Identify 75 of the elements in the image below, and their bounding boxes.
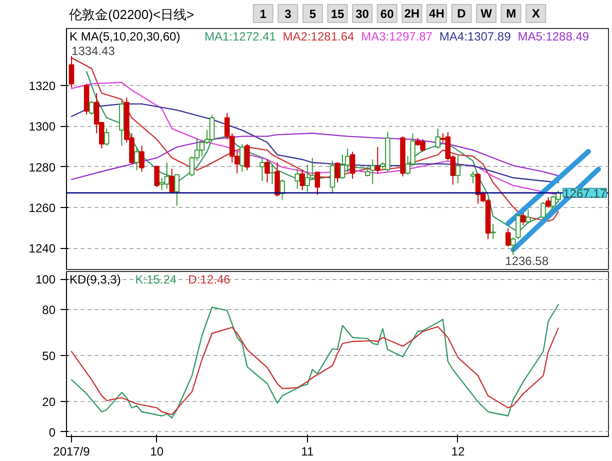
y-tick-label: 20 bbox=[42, 394, 56, 409]
candlestick bbox=[314, 171, 320, 196]
text: D bbox=[457, 6, 466, 20]
line-series bbox=[70, 304, 559, 418]
candlestick bbox=[68, 56, 74, 88]
candlestick bbox=[375, 146, 380, 174]
text: X bbox=[532, 6, 540, 20]
chart-title: 伦敦金(02200)<日线> bbox=[69, 7, 194, 22]
y-tick-label: 100 bbox=[35, 272, 56, 287]
text: D:12.46 bbox=[188, 272, 231, 286]
annotation: 1236.58 bbox=[505, 254, 549, 268]
text: 3 bbox=[284, 7, 292, 21]
ref-line-label: 1267.17 bbox=[563, 186, 607, 200]
text: MA1:1272.41 bbox=[204, 30, 276, 44]
candlestick bbox=[546, 196, 551, 208]
line-series bbox=[70, 326, 559, 416]
x-tick-label: 12 bbox=[451, 444, 465, 458]
candlestick bbox=[139, 145, 144, 172]
y-tick-label: 1260 bbox=[28, 200, 56, 215]
legend-title: K MA(5,10,20,30,60) bbox=[70, 30, 180, 44]
line-series bbox=[70, 103, 559, 184]
candlestick bbox=[270, 163, 275, 185]
y-tick-label: 1280 bbox=[28, 160, 56, 174]
text: MA4:1307.89 bbox=[439, 30, 512, 44]
y-tick-label: 80 bbox=[42, 303, 56, 318]
candlestick bbox=[169, 168, 175, 194]
candlestick bbox=[330, 160, 336, 194]
text: MA3:1297.87 bbox=[361, 30, 433, 44]
x-tick-label: 2017/9 bbox=[53, 444, 90, 458]
candlestick bbox=[490, 223, 496, 240]
candlestick bbox=[350, 151, 356, 180]
candlestick bbox=[300, 170, 306, 191]
y-tick-label: 50 bbox=[42, 349, 56, 364]
candlestick bbox=[294, 168, 300, 190]
text: 4H bbox=[429, 6, 444, 20]
text: 2H bbox=[404, 6, 420, 20]
candlestick bbox=[134, 148, 140, 171]
candlestick bbox=[505, 228, 511, 248]
candlestick bbox=[540, 201, 546, 220]
candlestick bbox=[334, 162, 340, 183]
x-tick-label: 10 bbox=[150, 444, 164, 458]
candlestick bbox=[244, 144, 250, 171]
y-tick-label: 0 bbox=[48, 425, 56, 440]
text: 5 bbox=[309, 7, 316, 21]
candlestick bbox=[435, 128, 441, 150]
y-tick-label: 1320 bbox=[28, 78, 56, 93]
y-tick-label: 1240 bbox=[28, 242, 56, 256]
x-tick-label: 11 bbox=[301, 444, 314, 458]
candlestick bbox=[455, 154, 461, 184]
candlestick bbox=[370, 158, 376, 185]
annotation: 1334.43 bbox=[72, 44, 116, 58]
line-series bbox=[70, 57, 559, 222]
text: 60 bbox=[380, 7, 394, 21]
text: 15 bbox=[330, 7, 344, 21]
candlestick bbox=[520, 212, 526, 226]
candlestick bbox=[364, 166, 370, 177]
text: MA2:1281.64 bbox=[282, 30, 355, 44]
candlestick bbox=[264, 158, 270, 183]
text: K:15.24 bbox=[135, 272, 177, 286]
candlestick bbox=[274, 162, 280, 197]
text: W bbox=[480, 6, 493, 20]
text: 30 bbox=[356, 7, 370, 21]
candlestick bbox=[104, 128, 110, 146]
candlestick bbox=[526, 209, 531, 224]
candlestick bbox=[240, 144, 245, 172]
candlestick bbox=[280, 178, 285, 200]
text: 1 bbox=[260, 7, 267, 21]
candlestick bbox=[88, 100, 94, 116]
candlestick bbox=[260, 157, 265, 182]
legend-title: KD(9,3,3) bbox=[70, 272, 121, 286]
y-tick-label: 1300 bbox=[28, 120, 56, 134]
text: M bbox=[506, 6, 516, 20]
candlestick bbox=[174, 174, 180, 206]
candlestick bbox=[154, 165, 160, 188]
text: MA5:1288.49 bbox=[518, 30, 590, 44]
